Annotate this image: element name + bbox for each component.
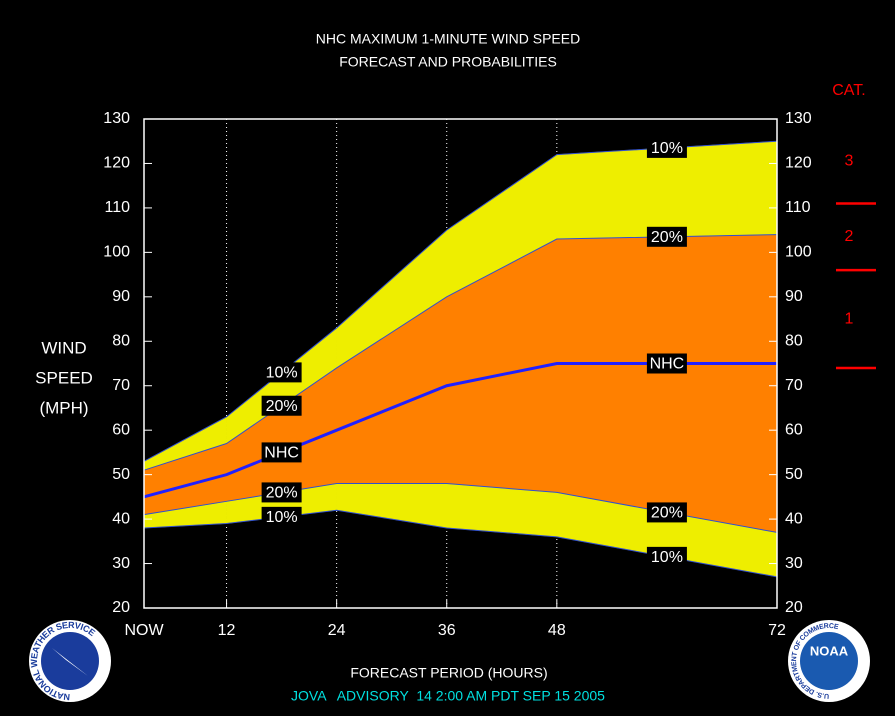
- y-tick-label: 120: [103, 155, 130, 172]
- y-axis-label: SPEED: [35, 368, 93, 387]
- series-label-text: NHC: [650, 356, 685, 373]
- series-label-box: [646, 226, 687, 247]
- nws-logo: NATIONAL WEATHER SERVICE: [29, 620, 111, 702]
- series-label-box: [646, 502, 687, 523]
- series-label: 20%: [261, 395, 302, 416]
- y-tick-label: 80: [785, 332, 803, 349]
- x-tick-label: 12: [218, 622, 236, 639]
- x-tick-label: 36: [438, 622, 456, 639]
- logo-bolt: [52, 648, 88, 676]
- category-label: 2: [845, 228, 854, 245]
- y-tick-label: 60: [112, 421, 130, 438]
- y-tick-label: 60: [785, 421, 803, 438]
- noaa-logo: NOAA U.S. DEPARTMENT OF COMMERCE: [788, 620, 870, 702]
- y-tick-label: 50: [112, 466, 130, 483]
- y-tick-label: 90: [112, 288, 130, 305]
- series-line: [143, 483, 778, 533]
- y-tick-label: 40: [112, 510, 130, 527]
- x-tick-label: 72: [768, 622, 786, 639]
- series-label: 20%: [261, 482, 302, 503]
- y-tick-label: 20: [785, 599, 803, 616]
- series-label: 10%: [646, 137, 687, 158]
- y-tick-label: 20: [112, 599, 130, 616]
- y-axis-label: WIND: [41, 338, 86, 357]
- series-label-box: [646, 353, 687, 374]
- x-tick-label: 24: [328, 622, 346, 639]
- series-label: NHC: [261, 442, 302, 463]
- x-tick-label: NOW: [124, 622, 164, 639]
- y-tick-label: 90: [785, 288, 803, 305]
- series-line: [143, 234, 778, 471]
- series-label-text: 10%: [266, 509, 298, 526]
- x-tick-label: 48: [548, 622, 566, 639]
- y-tick-label: 50: [785, 466, 803, 483]
- series-label: 20%: [646, 502, 687, 523]
- series-label: 10%: [261, 362, 302, 383]
- chart-subtitle: FORECAST AND PROBABILITIES: [339, 54, 557, 70]
- y-tick-label: 100: [103, 244, 130, 261]
- series-label-text: 20%: [266, 485, 298, 502]
- series-label-box: [261, 442, 302, 463]
- series-label: 10%: [646, 546, 687, 567]
- logo-disc: [41, 632, 99, 690]
- series-label-box: [646, 546, 687, 567]
- category-label: 3: [845, 152, 854, 169]
- footer: JOVA ADVISORY 14 2:00 AM PDT SEP 15 2005: [291, 688, 605, 704]
- y-tick-label: 130: [103, 110, 130, 127]
- series-label-text: 20%: [651, 505, 683, 522]
- series-label: NHC: [646, 353, 687, 374]
- y-tick-label: 110: [785, 199, 811, 216]
- probability-band: [556, 234, 778, 533]
- x-axis-label: FORECAST PERIOD (HOURS): [350, 665, 547, 681]
- series-label-box: [261, 482, 302, 503]
- logo-text: NOAA: [810, 643, 849, 658]
- series-label-text: 10%: [651, 549, 683, 566]
- series-label-text: 20%: [651, 229, 683, 246]
- y-tick-label: 40: [785, 510, 803, 527]
- series-label-text: 20%: [266, 398, 298, 415]
- category-title: CAT.: [832, 82, 865, 99]
- series-label-box: [646, 137, 687, 158]
- y-tick-label: 30: [785, 555, 803, 572]
- chart-title: NHC MAXIMUM 1-MINUTE WIND SPEED: [316, 31, 580, 47]
- y-tick-label: 110: [104, 199, 130, 216]
- series-line: [143, 509, 778, 578]
- series-label-text: 10%: [651, 140, 683, 157]
- series-label: 20%: [646, 226, 687, 247]
- y-axis-label: (MPH): [39, 398, 88, 417]
- series-label: 10%: [261, 506, 302, 527]
- series-line: [143, 140, 778, 462]
- series-label-box: [261, 395, 302, 416]
- y-tick-label: 120: [785, 155, 812, 172]
- category-label: 1: [845, 310, 854, 327]
- y-tick-label: 70: [112, 377, 130, 394]
- series-label-box: [261, 362, 302, 383]
- logo-disc: [800, 632, 858, 690]
- y-tick-label: 30: [112, 555, 130, 572]
- y-tick-label: 70: [785, 377, 803, 394]
- series-label-box: [261, 506, 302, 527]
- series-label-text: 10%: [266, 365, 298, 382]
- y-tick-label: 80: [112, 332, 130, 349]
- plot-frame: [143, 118, 778, 609]
- y-tick-label: 100: [785, 244, 812, 261]
- series-line: [143, 362, 777, 499]
- y-tick-label: 130: [785, 110, 812, 127]
- series-label-text: NHC: [264, 445, 299, 462]
